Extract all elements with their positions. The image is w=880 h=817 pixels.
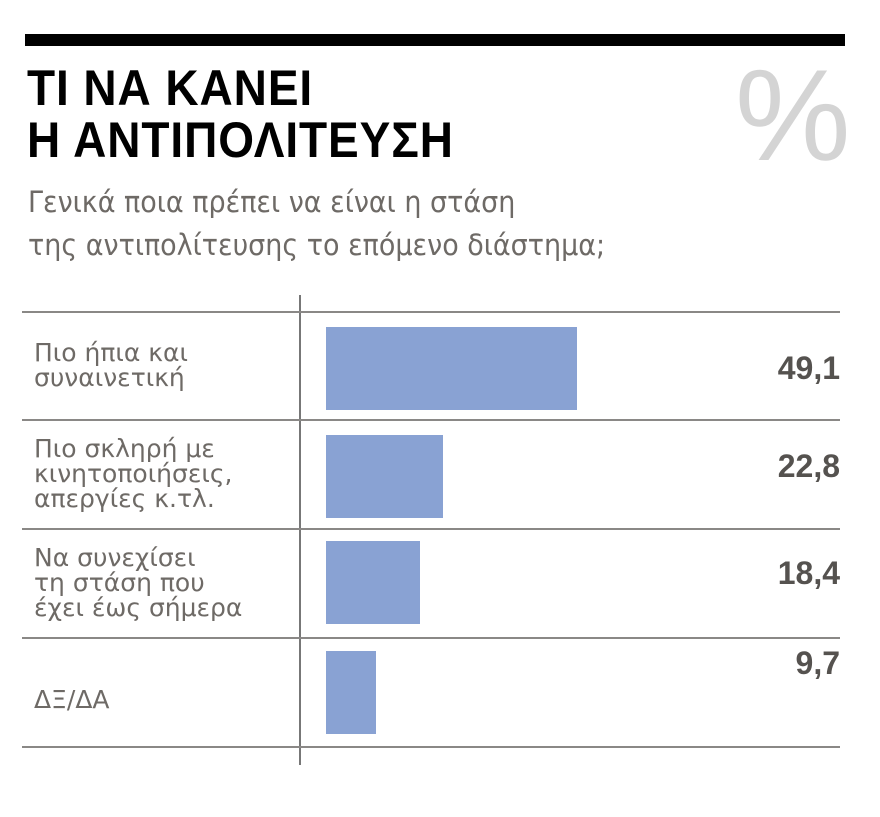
top-rule	[25, 34, 845, 46]
value-label: 22,8	[777, 448, 840, 484]
category-label-line: Πιο σκληρή με	[34, 434, 215, 463]
category-label-line: κινητοποιήσεις,	[34, 459, 233, 488]
category-label: Πιο σκληρή με κινητοποιήσεις, απεργίες κ.τ…	[34, 436, 232, 511]
title-line: ΤΙ ΝΑ ΚΑΝΕΙ	[27, 60, 314, 116]
subtitle-line: της αντιπολίτευσης το επόμενο διάστημα;	[28, 228, 606, 262]
value-label: 18,4	[777, 555, 840, 591]
title-line: Η ΑΝΤΙΠΟΛΙΤΕΥΣΗ	[27, 112, 454, 168]
chart-title: ΤΙ ΝΑ ΚΑΝΕΙ Η ΑΝΤΙΠΟΛΙΤΕΥΣΗ	[27, 62, 454, 166]
category-label-line: απεργίες κ.τλ.	[34, 484, 215, 513]
category-label-line: ΔΞ/ΔΑ	[34, 685, 110, 714]
bar	[326, 541, 421, 624]
bar	[326, 651, 376, 734]
bar	[326, 435, 443, 518]
category-label: Πιο ήπια και συναινετική	[34, 340, 188, 390]
row-divider	[22, 746, 840, 748]
chart-subtitle: Γενικά ποια πρέπει να είναι η στάση της …	[28, 181, 605, 267]
row-divider	[22, 311, 840, 313]
axis-line	[299, 295, 301, 765]
category-label-line: Να συνεχίσει	[34, 543, 196, 572]
subtitle-line: Γενικά ποια πρέπει να είναι η στάση	[28, 185, 516, 219]
category-label: ΔΞ/ΔΑ	[34, 687, 110, 712]
category-label-line: έχει έως σήμερα	[34, 593, 243, 622]
row-divider	[22, 528, 840, 530]
value-label: 9,7	[795, 645, 840, 681]
row-divider	[22, 419, 840, 421]
category-label-line: Πιο ήπια και	[34, 338, 188, 367]
category-label: Να συνεχίσει τη στάση που έχει έως σήμερα	[34, 545, 242, 620]
percent-symbol: %	[735, 42, 851, 188]
category-label-line: τη στάση που	[34, 568, 205, 597]
value-label: 49,1	[777, 350, 840, 386]
category-label-line: συναινετική	[34, 363, 185, 392]
bar	[326, 327, 577, 410]
row-divider	[22, 637, 840, 639]
